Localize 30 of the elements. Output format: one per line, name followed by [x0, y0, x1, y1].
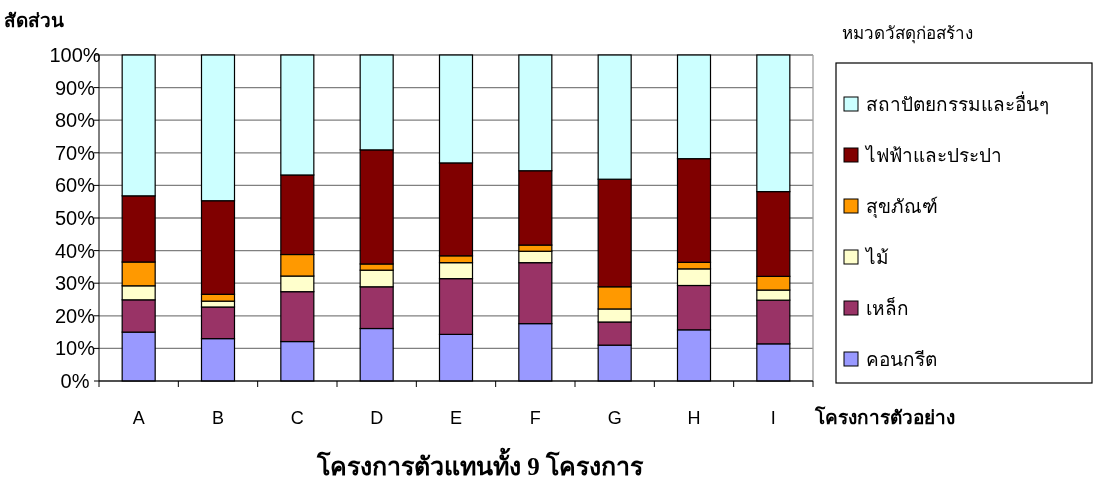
x-tick-label: D [370, 408, 384, 428]
y-tick-label: 10% [54, 337, 96, 360]
y-tick-label: 60% [54, 174, 96, 197]
y-tick-label: 20% [54, 304, 96, 327]
y-axis-title: สัดส่วน [4, 10, 64, 31]
x-tick-label: E [449, 408, 463, 428]
legend-label: เหล็ก [866, 296, 909, 319]
x-tick-label: I [770, 408, 776, 428]
legend-label: ไม้ [864, 247, 889, 268]
x-tick-label: B [211, 408, 225, 428]
y-tick-label: 90% [54, 76, 96, 99]
y-tick-label: 100% [49, 44, 101, 66]
legend-label: ไฟฟ้าและประปา [864, 145, 1002, 166]
text: โครงการตัวแทนทั้ง 9 โครงการ [316, 447, 644, 480]
y-tick-label: 50% [54, 207, 96, 229]
x-tick-label: A [132, 408, 145, 428]
x-tick-label: F [529, 408, 541, 428]
y-tick-label: 30% [54, 272, 96, 295]
legend-label: สถาปัตยกรรมและอื่นๆ [866, 91, 1049, 115]
legend-label: คอนกรีต [866, 349, 937, 370]
x-axis-title: โครงการตัวอย่าง [814, 406, 955, 428]
y-tick-label: 0% [60, 370, 90, 392]
y-tick-label: 80% [54, 109, 96, 132]
legend-title: หมวดวัสดุก่อสร้าง [842, 24, 973, 44]
y-tick-label: 40% [54, 239, 96, 262]
x-tick-label: H [687, 408, 701, 428]
x-tick-label: G [607, 408, 622, 428]
y-tick-label: 70% [54, 141, 96, 164]
x-tick-label: C [290, 408, 304, 428]
legend-label: สุขภัณฑ์ [866, 196, 938, 219]
